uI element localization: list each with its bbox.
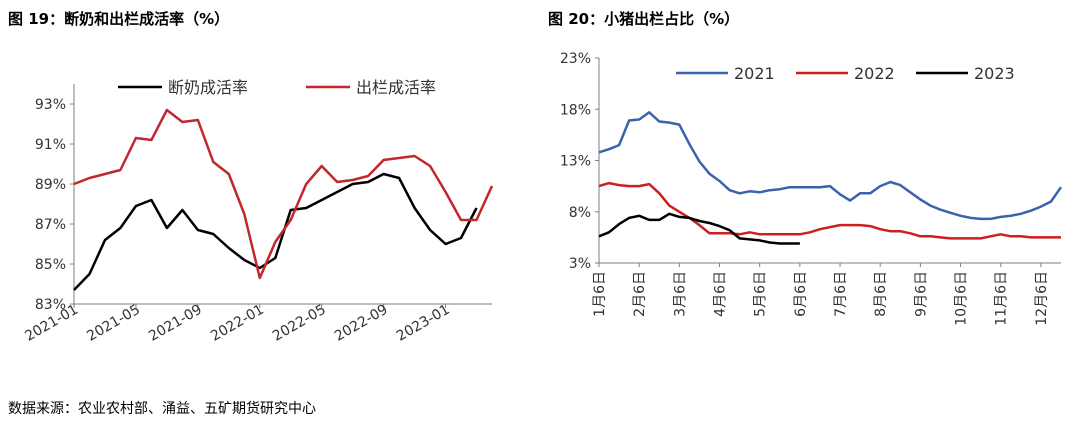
left-legend-label-1: 断奶成活率 (168, 78, 248, 97)
right-x-tick-label: 5月6日 (753, 271, 769, 317)
right-y-tick-label: 18% (560, 102, 591, 118)
right-x-tick-label: 3月6日 (672, 271, 688, 317)
right-x-tick-label: 11月6日 (994, 271, 1010, 326)
right-x-tick-label: 8月6日 (873, 271, 889, 317)
right-x-tick-label: 7月6日 (833, 271, 849, 317)
left-y-tick-label: 87% (35, 217, 66, 233)
right-x-tick-label: 1月6日 (592, 271, 608, 317)
left-x-tick-label: 2023-01 (394, 302, 453, 345)
right-x-tick-label: 10月6日 (954, 271, 970, 326)
right-y-tick-label: 13% (560, 154, 591, 170)
right-series-line-1 (598, 111, 1063, 221)
chart-left-svg: 83%85%87%89%91%93%2021-01 2021-05 2021-09 2… (22, 78, 494, 345)
weaning-survival-chart: 83% 85% 87% 89% 91% 93% 2021-01 2021-05 2021-09 2… (0, 34, 540, 394)
left-series-line-2 (73, 108, 494, 280)
left-y-tick-label: 89% (35, 177, 66, 193)
right-legend-label-1: 2021 (734, 64, 775, 83)
right-x-tick-label: 6月6日 (793, 271, 809, 317)
figure-right-title: 图 20：小猪出栏占比（%） (548, 10, 740, 28)
right-x-tick-label: 2月6日 (632, 271, 648, 317)
left-x-tick-label: 2021-05 (84, 302, 143, 345)
piglet-share-chart: 3% 8% 13% 18% 23% 1月6日 2月6日 3月6日 4月6日 5月6日 6月6日 7月6… (540, 34, 1080, 394)
left-series-line-1 (73, 172, 478, 291)
right-legend-label-2: 2022 (854, 64, 895, 83)
left-y-tick-label: 91% (35, 137, 66, 153)
left-legend-label-2: 出栏成活率 (356, 78, 436, 97)
left-x-tick-label: 2022-01 (208, 302, 267, 345)
right-x-tick-label: 9月6日 (913, 271, 929, 317)
right-x-tick-label: 4月6日 (713, 271, 729, 317)
left-x-tick-label: 2022-09 (332, 302, 391, 345)
left-y-tick-label: 85% (35, 257, 66, 273)
source-note: 数据来源：农业农村部、涌益、五矿期货研究中心 (8, 401, 316, 417)
right-x-tick-label: 12月6日 (1034, 271, 1050, 326)
figure-left-title: 图 19：断奶和出栏成活率（%） (8, 10, 230, 28)
left-x-tick-label: 2022-05 (270, 302, 329, 345)
left-x-tick-label: 2021-09 (146, 302, 205, 345)
right-y-tick-label: 8% (569, 205, 591, 221)
left-y-tick-label: 93% (35, 97, 66, 113)
chart-right-svg: 3% 8% 13% 18% 23% 1月6日 2月6日 3月6日 4月6日 5月6日 6月6日 7月6… (560, 51, 1063, 326)
right-series-line-2 (598, 181, 1061, 240)
right-series-line-3 (598, 212, 800, 245)
left-y-tick-label: 83% (35, 297, 66, 313)
right-y-tick-label: 23% (560, 51, 591, 67)
right-legend-label-3: 2023 (974, 64, 1015, 83)
right-y-tick-label: 3% (569, 256, 591, 272)
